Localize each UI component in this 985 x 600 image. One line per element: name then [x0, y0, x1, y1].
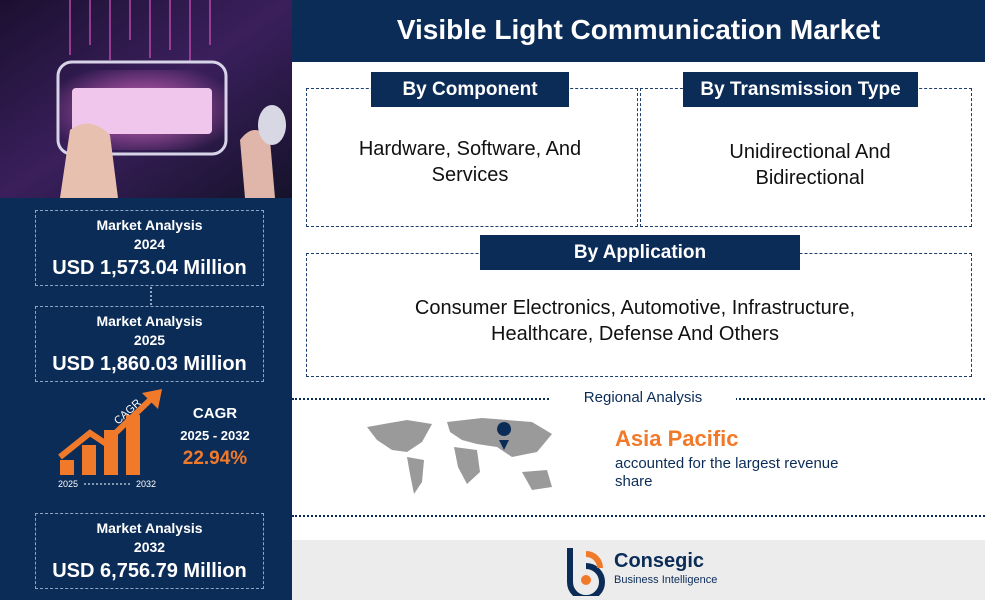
- segment-text: Hardware, Software, And Services: [358, 138, 582, 186]
- title: Visible Light Communication Market: [292, 0, 985, 62]
- market-year: 2024: [133, 236, 166, 252]
- divider: [292, 515, 985, 517]
- segment-title: By Transmission Type: [683, 72, 918, 107]
- market-box: Market Analysis 2032 USD 6,756.79 Millio…: [35, 513, 264, 589]
- market-box: Market Analysis 2025 USD 1,860.03 Millio…: [35, 306, 264, 382]
- segment-title: By Application: [480, 235, 800, 270]
- market-value: USD 1,573.04 Million: [52, 257, 247, 279]
- market-label: Market Analysis: [96, 313, 203, 329]
- market-box: Market Analysis 2024 USD 1,573.04 Millio…: [35, 210, 264, 286]
- segment-text: Consumer Electronics, Automotive, Infras…: [414, 297, 856, 345]
- market-value: USD 1,860.03 Million: [52, 353, 247, 375]
- regional-title: Regional Analysis: [550, 389, 736, 406]
- market-value: USD 6,756.79 Million: [52, 560, 247, 582]
- logo-name: Consegic: [614, 550, 705, 572]
- segment-title: By Component: [371, 72, 569, 107]
- hero-image: [0, 0, 292, 198]
- cagr-period: 2025 - 2032: [180, 428, 250, 443]
- connector: [150, 287, 152, 305]
- region-name: Asia Pacific: [615, 426, 739, 451]
- market-label: Market Analysis: [96, 217, 203, 233]
- footer: [292, 540, 985, 600]
- world-map: [367, 418, 552, 494]
- region-text: accounted for the largest revenue share: [615, 455, 839, 490]
- market-year: 2025: [133, 332, 166, 348]
- axis-start: 2025: [58, 479, 78, 489]
- cagr-graphic: CAGR 2025 2032: [58, 389, 162, 489]
- cagr-label: CAGR: [192, 405, 238, 422]
- segment-text: Unidirectional And Bidirectional: [729, 141, 891, 189]
- market-label: Market Analysis: [96, 520, 203, 536]
- market-year: 2032: [133, 539, 166, 555]
- axis-end: 2032: [136, 479, 156, 489]
- logo-tagline: Business Intelligence: [614, 574, 718, 586]
- cagr-value: 22.94%: [182, 448, 248, 469]
- logo-mark: [567, 548, 605, 596]
